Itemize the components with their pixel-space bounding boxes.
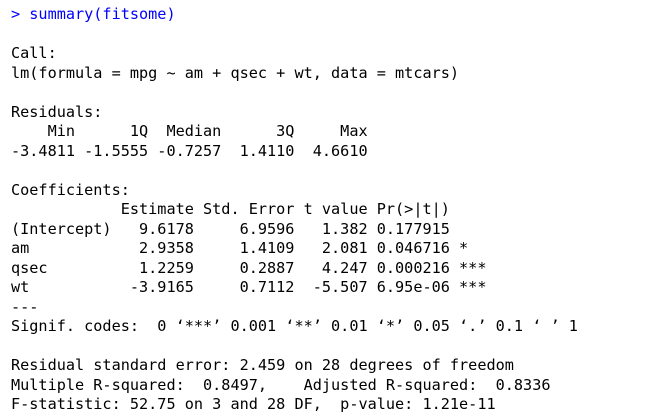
residual-standard-error: Residual standard error: 2.459 on 28 deg… <box>11 356 514 374</box>
coefficients-column-headers: Estimate Std. Error t value Pr(>|t|) <box>11 200 487 218</box>
coefficient-row-intercept: (Intercept) 9.6178 6.9596 1.382 0.177915 <box>11 219 487 238</box>
coefficient-row-wt: wt -3.9165 0.7112 -5.507 6.95e-06 *** <box>11 278 487 296</box>
residuals-values: -3.4811 -1.5555 -0.7257 1.4110 4.6610 <box>11 141 377 160</box>
coefficients-header: Coefficients: <box>11 180 130 199</box>
console-blank-line <box>11 161 654 181</box>
console-blank-line <box>11 25 654 45</box>
call-formula: lm(formula = mpg ~ am + qsec + wt, data … <box>11 63 460 82</box>
console-command-line[interactable]: > summary(fitsome) <box>11 5 176 23</box>
signif-codes: Signif. codes: 0 ‘***’ 0.001 ‘**’ 0.01 ‘… <box>11 317 578 335</box>
f-statistic-line: F-statistic: 52.75 on 3 and 28 DF, p-val… <box>11 395 496 413</box>
coefficient-row-am: am 2.9358 1.4109 2.081 0.046716 * <box>11 239 487 257</box>
r-squared-line: Multiple R-squared: 0.8497, Adjusted R-s… <box>11 375 560 394</box>
coefficient-row-qsec: qsec 1.2259 0.2887 4.247 0.000216 *** <box>11 258 487 277</box>
console-blank-line <box>11 337 654 357</box>
call-header: Call: <box>11 44 57 62</box>
console-blank-line <box>11 83 654 103</box>
residuals-header: Residuals: <box>11 102 103 121</box>
separator-line: --- <box>11 297 39 316</box>
residuals-column-headers: Min 1Q Median 3Q Max <box>11 122 377 140</box>
